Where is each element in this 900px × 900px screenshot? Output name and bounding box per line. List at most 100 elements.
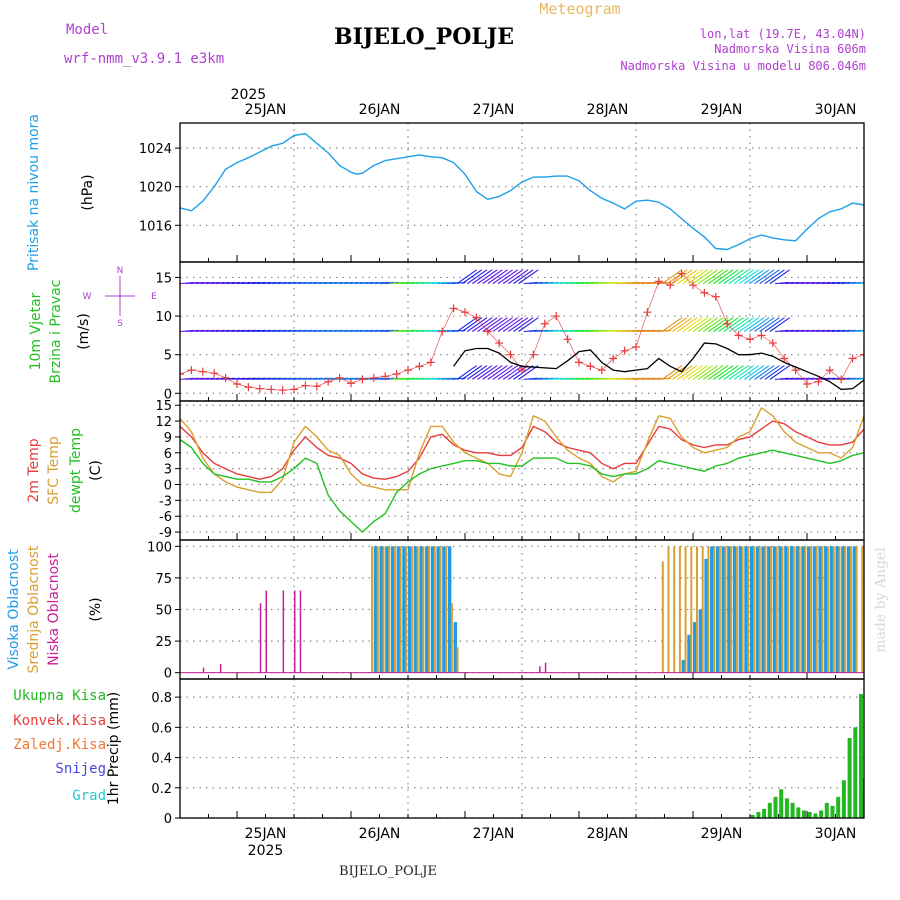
y-axis-label: Pritisak na nivou mora bbox=[26, 114, 42, 271]
cloud-bar bbox=[390, 546, 395, 673]
cloud-bar bbox=[696, 546, 698, 673]
wind-arrow bbox=[749, 317, 770, 332]
cloud-bar bbox=[202, 667, 205, 673]
series-line-mslp bbox=[180, 132, 864, 251]
wind-arrow bbox=[667, 317, 688, 332]
cloud-bar bbox=[735, 546, 738, 673]
cloud-bar bbox=[433, 546, 436, 673]
y-axis-label: SFC Temp bbox=[46, 436, 62, 505]
cloud-bar bbox=[413, 546, 418, 673]
cloud-bar bbox=[411, 546, 413, 673]
cloud-bar bbox=[282, 590, 285, 673]
wind-arrow bbox=[477, 317, 498, 332]
wind-arrow bbox=[738, 317, 760, 332]
wind-arrow bbox=[754, 365, 775, 380]
wind-arrow bbox=[513, 317, 534, 332]
wind-arrow bbox=[743, 269, 765, 285]
wind-arrow bbox=[718, 365, 739, 380]
wind-arrow bbox=[672, 269, 693, 285]
y-axis-label: Srednja Oblacnost bbox=[26, 545, 42, 673]
cloud-bar bbox=[721, 546, 725, 673]
wind-arrow bbox=[492, 317, 513, 332]
precip-bar bbox=[762, 808, 767, 818]
wind-arrow bbox=[661, 269, 683, 285]
series-group bbox=[180, 407, 864, 533]
wind-arrow bbox=[456, 317, 477, 332]
y-tick-label: -9 bbox=[159, 526, 172, 541]
wind-arrow bbox=[461, 317, 483, 332]
compass-label: E bbox=[151, 292, 157, 302]
x-tick-label-top: 27JAN bbox=[473, 102, 515, 118]
wind-arrow bbox=[682, 365, 703, 380]
x-tick-label-bottom: 25JAN bbox=[245, 826, 287, 842]
panel-precip: 0 0.2 0.4 0.6 0.8 1hr Precip (mm) bbox=[106, 678, 865, 827]
cloud-bar bbox=[265, 590, 267, 673]
wind-arrow bbox=[702, 317, 724, 332]
y-axis-label: dewpt Temp bbox=[68, 428, 84, 513]
compass-label: W bbox=[83, 292, 92, 302]
wind-arrow bbox=[667, 365, 688, 380]
wind-arrow bbox=[713, 317, 734, 332]
wind-arrow bbox=[677, 317, 698, 332]
cloud-bar bbox=[445, 546, 448, 673]
wind-arrow bbox=[857, 378, 864, 380]
wind-arrow bbox=[764, 365, 785, 380]
wind-arrow bbox=[733, 317, 755, 332]
wind-arrow bbox=[764, 269, 785, 285]
y-tick-label: 0 bbox=[164, 387, 172, 402]
cloud-bar bbox=[419, 546, 423, 673]
y-axis-label: (C) bbox=[88, 460, 104, 481]
cloud-bar bbox=[821, 546, 824, 673]
wind-arrow bbox=[692, 269, 713, 285]
wind-arrow bbox=[677, 365, 698, 380]
altitude-label: Nadmorska Visina 606m bbox=[714, 42, 866, 56]
wind-speed-line bbox=[453, 342, 864, 391]
cloud-bar bbox=[667, 546, 670, 673]
cloud-bar bbox=[456, 647, 459, 673]
wind-arrow bbox=[733, 269, 755, 285]
cloud-bar bbox=[849, 546, 852, 673]
wind-arrow bbox=[692, 317, 713, 332]
cloud-bar bbox=[792, 546, 795, 673]
model-name: wrf-nmm_v3.9.1 e3km bbox=[64, 51, 224, 67]
cloud-bar bbox=[829, 546, 834, 673]
cloud-bar bbox=[388, 546, 391, 673]
cloud-bar bbox=[724, 546, 727, 673]
wind-compass: N E S W bbox=[83, 266, 158, 329]
cloud-bar bbox=[753, 546, 755, 673]
cloud-bar bbox=[661, 561, 664, 673]
y-tick-label: 25 bbox=[155, 635, 172, 650]
wind-arrow bbox=[661, 365, 683, 380]
wind-arrow bbox=[661, 317, 683, 332]
wind-arrow bbox=[508, 269, 529, 285]
wind-arrow bbox=[687, 365, 708, 380]
cloud-bar bbox=[772, 546, 777, 673]
wind-arrow bbox=[708, 317, 729, 332]
cloud-bar bbox=[838, 546, 841, 673]
wind-arrow bbox=[702, 365, 724, 380]
precip-bar bbox=[836, 796, 841, 818]
wind-arrow bbox=[518, 365, 539, 380]
wind-arrow bbox=[743, 365, 765, 380]
cloud-bar bbox=[827, 546, 830, 673]
cloud-bar bbox=[804, 546, 807, 673]
series-group bbox=[180, 132, 864, 251]
precip-bar bbox=[796, 807, 801, 818]
cloud-bar bbox=[376, 546, 379, 673]
precip-bar bbox=[784, 798, 789, 818]
cloud-bar bbox=[713, 546, 716, 673]
cloud-bar bbox=[453, 622, 458, 673]
wind-arrow bbox=[466, 269, 488, 285]
y-tick-label: 15 bbox=[155, 271, 172, 286]
wind-arrow bbox=[672, 317, 693, 332]
cloud-bar bbox=[539, 666, 541, 673]
wind-arrow bbox=[482, 317, 503, 332]
precip-bar bbox=[802, 810, 806, 818]
y-tick-label: 1020 bbox=[139, 181, 172, 196]
legend-total-rain: Ukupna Kisa bbox=[13, 688, 106, 704]
y-axis-label: 10m Vjetar bbox=[28, 292, 44, 370]
cloud-bar bbox=[710, 546, 714, 673]
wind-arrow bbox=[492, 269, 513, 285]
wind-gust-line bbox=[180, 273, 864, 391]
y-tick-label: 5 bbox=[164, 349, 172, 364]
